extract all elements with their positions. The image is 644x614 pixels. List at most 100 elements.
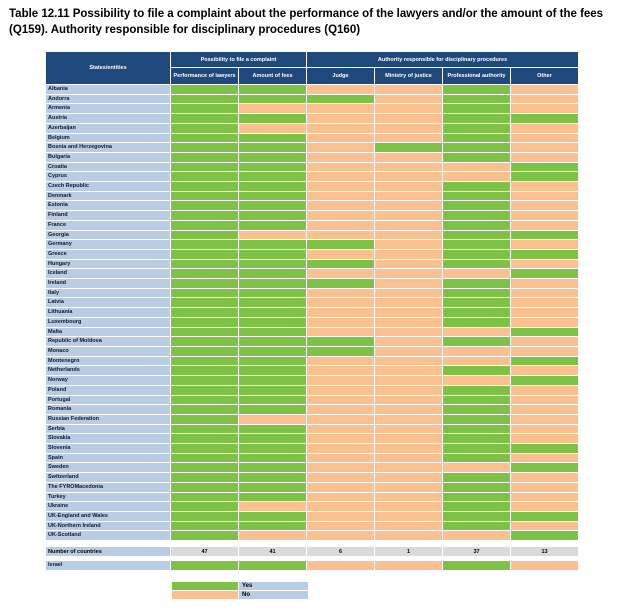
table-row: Slovakia xyxy=(45,433,579,445)
yes-cell xyxy=(238,287,307,299)
yes-cell xyxy=(238,161,307,173)
total-professional: 37 xyxy=(442,546,511,558)
no-cell xyxy=(510,423,579,435)
yes-cell xyxy=(170,452,239,464)
data-table: States/entities Possibility to file a co… xyxy=(45,51,579,571)
no-cell xyxy=(306,190,375,202)
state-name: France xyxy=(45,219,171,231)
yes-cell xyxy=(238,433,307,445)
no-cell xyxy=(510,481,579,493)
yes-cell xyxy=(442,190,511,202)
no-cell xyxy=(510,316,579,328)
no-cell xyxy=(374,219,443,231)
yes-cell xyxy=(306,93,375,105)
no-cell xyxy=(306,161,375,173)
yes-cell xyxy=(510,268,579,280)
yes-cell xyxy=(170,287,239,299)
no-cell xyxy=(374,171,443,183)
yes-cell xyxy=(442,384,511,396)
state-name: Switzerland xyxy=(45,472,171,483)
yes-cell xyxy=(170,413,239,425)
no-cell xyxy=(374,287,443,299)
yes-cell xyxy=(170,404,239,415)
no-cell xyxy=(374,375,443,386)
total-fees: 41 xyxy=(238,546,307,558)
yes-cell xyxy=(442,560,511,571)
yes-cell xyxy=(442,520,511,532)
yes-cell xyxy=(442,219,511,231)
no-cell xyxy=(510,93,579,105)
no-cell xyxy=(306,122,375,134)
no-cell xyxy=(374,365,443,377)
table-row: Czech Republic xyxy=(45,181,579,192)
yes-cell xyxy=(306,336,375,347)
legend-yes-label: Yes xyxy=(238,581,309,591)
table-row: UK-Scotland xyxy=(45,530,579,542)
no-cell xyxy=(306,132,375,144)
yes-cell xyxy=(170,316,239,328)
no-cell xyxy=(442,462,511,474)
yes-cell xyxy=(374,142,443,153)
state-name: Ireland xyxy=(45,278,171,289)
no-cell xyxy=(374,93,443,105)
no-cell xyxy=(442,161,511,173)
yes-cell xyxy=(510,161,579,173)
state-name: Cyprus xyxy=(45,171,171,183)
no-cell xyxy=(442,345,511,357)
no-cell xyxy=(374,481,443,493)
no-cell xyxy=(510,384,579,396)
yes-cell xyxy=(170,433,239,445)
yes-cell xyxy=(238,394,307,406)
yes-cell xyxy=(510,326,579,338)
no-cell xyxy=(306,481,375,493)
yes-cell xyxy=(238,113,307,124)
table-row: UK-Northern Ireland xyxy=(45,520,579,532)
table-row: Finland xyxy=(45,210,579,221)
no-cell xyxy=(374,520,443,532)
yes-cell xyxy=(238,171,307,183)
yes-cell xyxy=(510,462,579,474)
col-professional-header: Professional authority xyxy=(442,67,511,85)
table-row: Ukraine xyxy=(45,501,579,512)
yes-cell xyxy=(170,520,239,532)
yes-cell xyxy=(170,510,239,522)
extra-body: Israel xyxy=(45,560,579,571)
legend-no-label: No xyxy=(238,590,309,600)
no-cell xyxy=(374,384,443,396)
no-cell xyxy=(374,443,443,454)
state-name: Monaco xyxy=(45,345,171,357)
no-cell xyxy=(510,472,579,483)
no-cell xyxy=(306,452,375,464)
yes-cell xyxy=(170,278,239,289)
yes-cell xyxy=(306,239,375,250)
yes-cell xyxy=(238,491,307,503)
yes-cell xyxy=(442,423,511,435)
no-cell xyxy=(374,268,443,280)
no-cell xyxy=(374,404,443,415)
state-name: Slovakia xyxy=(45,433,171,445)
yes-cell xyxy=(238,181,307,192)
yes-cell xyxy=(442,413,511,425)
yes-cell xyxy=(442,510,511,522)
table-row: Luxembourg xyxy=(45,316,579,328)
yes-cell xyxy=(170,384,239,396)
yes-cell xyxy=(442,297,511,309)
yes-cell xyxy=(170,297,239,309)
legend-yes-swatch xyxy=(171,581,239,591)
table-row: Netherlands xyxy=(45,365,579,377)
yes-cell xyxy=(306,258,375,270)
total-ministry: 1 xyxy=(374,546,443,558)
yes-cell xyxy=(170,423,239,435)
no-cell xyxy=(238,122,307,134)
yes-cell xyxy=(170,248,239,260)
yes-cell xyxy=(442,210,511,221)
no-cell xyxy=(374,394,443,406)
no-cell xyxy=(306,200,375,212)
state-name: Germany xyxy=(45,239,171,250)
no-cell xyxy=(306,268,375,280)
yes-cell xyxy=(510,229,579,241)
state-name: Romania xyxy=(45,404,171,415)
no-cell xyxy=(306,472,375,483)
no-cell xyxy=(306,219,375,231)
no-cell xyxy=(306,181,375,192)
